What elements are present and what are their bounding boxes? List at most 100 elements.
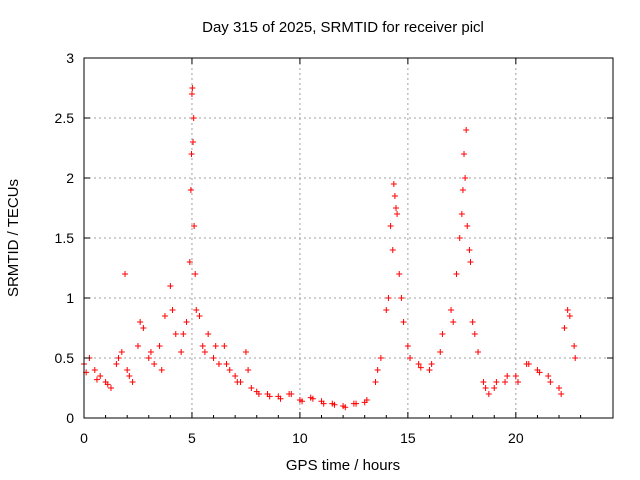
data-point <box>566 313 573 319</box>
data-point <box>466 247 473 253</box>
data-point <box>169 307 176 313</box>
x-tick-label: 10 <box>292 430 308 446</box>
data-point <box>389 247 396 253</box>
data-point <box>536 369 543 376</box>
data-point <box>205 331 212 337</box>
data-point <box>151 361 158 367</box>
data-point <box>124 367 131 373</box>
data-point <box>232 373 239 379</box>
data-point <box>393 205 400 211</box>
data-point <box>467 259 474 265</box>
data-point <box>485 391 492 397</box>
data-point <box>113 361 120 367</box>
data-point <box>122 271 129 277</box>
data-point <box>221 343 228 349</box>
data-point <box>458 211 465 217</box>
data-point <box>215 361 222 367</box>
data-point <box>320 400 327 407</box>
data-point <box>277 395 284 402</box>
data-point <box>234 379 241 385</box>
data-point <box>417 364 424 371</box>
data-point <box>463 127 470 133</box>
data-point <box>459 187 466 193</box>
data-point <box>192 271 199 277</box>
data-point <box>242 349 249 355</box>
data-point <box>201 349 208 355</box>
data-point <box>558 391 565 397</box>
data-point <box>299 398 306 405</box>
data-point <box>97 373 104 379</box>
data-point <box>502 379 509 385</box>
y-tick-label: 3 <box>66 50 74 66</box>
data-point <box>255 391 262 397</box>
data-point <box>248 385 255 391</box>
x-axis-label: GPS time / hours <box>286 457 400 474</box>
data-point <box>400 319 407 325</box>
data-point <box>525 361 532 367</box>
x-tick-label: 5 <box>188 430 196 446</box>
data-point <box>514 379 521 385</box>
data-point <box>118 349 125 355</box>
data-point <box>212 343 219 349</box>
x-tick-label: 20 <box>508 430 524 446</box>
data-point <box>331 401 338 408</box>
y-tick-label: 2 <box>66 170 74 186</box>
data-point <box>199 343 206 349</box>
data-point <box>190 139 197 145</box>
data-point <box>147 349 154 355</box>
data-point <box>512 373 519 379</box>
data-point <box>309 395 316 402</box>
data-point <box>383 307 390 313</box>
data-point <box>187 187 194 193</box>
data-point <box>464 223 471 229</box>
data-point <box>437 349 444 355</box>
data-point <box>188 151 195 157</box>
data-point <box>140 325 147 331</box>
data-point <box>396 271 403 277</box>
data-point <box>564 307 571 313</box>
data-point <box>390 181 397 187</box>
data-point <box>480 379 487 385</box>
data-point <box>353 400 360 407</box>
data-point <box>191 223 198 229</box>
x-tick-label: 15 <box>400 430 416 446</box>
y-tick-label: 0.5 <box>55 350 75 366</box>
data-point <box>363 397 370 403</box>
data-point <box>385 295 392 301</box>
data-point <box>172 331 179 337</box>
data-point <box>547 379 554 385</box>
data-point <box>178 349 185 355</box>
data-point <box>471 331 478 337</box>
data-point <box>394 211 401 217</box>
data-point <box>374 367 381 373</box>
data-point <box>426 367 433 373</box>
data-point <box>387 223 394 229</box>
data-point <box>456 235 463 241</box>
data-point <box>493 379 500 385</box>
data-point <box>428 361 435 367</box>
data-point <box>398 295 405 301</box>
data-point <box>377 355 384 361</box>
data-point <box>167 283 174 289</box>
data-point <box>415 361 422 367</box>
data-point <box>571 343 578 349</box>
data-point <box>126 373 133 379</box>
data-point <box>491 385 498 391</box>
data-point <box>104 381 111 388</box>
data-point <box>156 343 163 349</box>
data-point <box>186 259 193 265</box>
data-point <box>137 319 144 325</box>
data-point <box>245 367 252 373</box>
data-point <box>482 385 489 391</box>
data-point <box>210 355 217 361</box>
x-tick-label: 0 <box>80 430 88 446</box>
data-point <box>572 355 579 361</box>
data-point <box>391 193 398 199</box>
data-point <box>183 319 190 325</box>
data-point <box>93 376 100 383</box>
data-point <box>504 373 511 379</box>
data-point <box>561 325 568 331</box>
data-point <box>372 379 379 385</box>
